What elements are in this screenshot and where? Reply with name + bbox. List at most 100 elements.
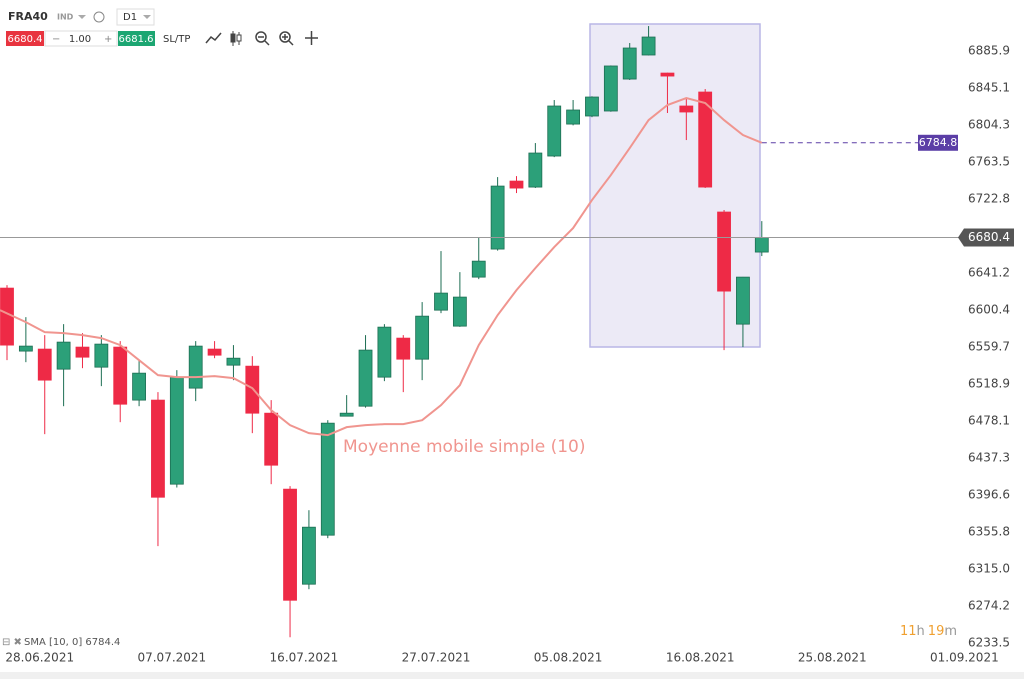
sell-price: 6680.4 — [8, 34, 43, 45]
countdown: 11h 19m — [900, 624, 957, 639]
plus[interactable]: + — [104, 34, 112, 45]
quantity-box[interactable] — [44, 30, 118, 47]
countdown-hours: 11 — [900, 624, 917, 639]
y-tick-label: 6315.0 — [968, 562, 1010, 576]
candle-body — [660, 72, 675, 77]
candle-body — [339, 412, 354, 417]
y-tick-label: 6396.6 — [968, 488, 1010, 502]
sma-line — [0, 96, 763, 437]
candle-body — [358, 349, 373, 407]
dropdown-arrow — [143, 15, 151, 19]
candle-icon[interactable] — [230, 31, 242, 46]
x-tick-label: 16.08.2021 — [666, 651, 735, 665]
zoom-out-icon[interactable] — [255, 31, 270, 46]
y-tick-label: 6641.2 — [968, 266, 1010, 280]
candle-body — [641, 36, 656, 56]
plot: 6885.9 6845.1 6804.3 6763.5 6722.8 6641.2 6600… — [0, 26, 1014, 665]
y-tick-label: 6559.7 — [968, 340, 1010, 354]
x-tick-label: 16.07.2021 — [270, 651, 339, 665]
sltp[interactable]: SL/TP — [163, 34, 190, 45]
market: IND — [57, 13, 74, 22]
countdown-unit: h — [917, 624, 925, 639]
x-tick-label: 27.07.2021 — [402, 651, 471, 665]
candle-body — [75, 346, 90, 358]
candle-body — [56, 341, 71, 370]
candle-body — [754, 237, 769, 253]
candle-body — [509, 180, 524, 189]
indicator-legend: SMA [10, 0] 6784.4 — [24, 637, 120, 648]
buy-price: 6681.6 — [119, 34, 154, 45]
y-tick-label: 6885.9 — [968, 44, 1010, 58]
quantity: 1.00 — [69, 34, 91, 45]
candle-body — [717, 211, 731, 292]
candle-body — [283, 488, 297, 601]
line-icon[interactable] — [205, 32, 222, 44]
candle-body — [415, 315, 430, 360]
candle-body — [264, 412, 279, 466]
y-tick-label: 6763.5 — [968, 155, 1010, 169]
legend-icons[interactable]: ⊟ ✖ — [2, 637, 22, 648]
sma-value-box — [918, 134, 958, 151]
candle-body — [434, 292, 448, 311]
price-box — [958, 228, 1014, 247]
candle-body — [94, 343, 109, 368]
dropdown-arrow[interactable] — [78, 15, 86, 19]
y-tick-label: 6478.1 — [968, 414, 1010, 428]
candle-body — [585, 96, 599, 117]
y-tick-label: 6845.1 — [968, 81, 1010, 95]
candle-body — [113, 346, 128, 405]
countdown-minutes: 19 — [928, 624, 945, 639]
candle-body — [547, 105, 562, 157]
y-tick-label: 6274.2 — [968, 599, 1010, 613]
candle-body — [679, 105, 694, 113]
candle-body — [698, 91, 713, 188]
y-tick-label: 6600.4 — [968, 303, 1010, 317]
x-tick-label: 01.09.2021 — [930, 651, 999, 665]
y-tick-label: 6233.5 — [968, 636, 1010, 650]
candle-body — [18, 345, 33, 352]
sma-annotation: Moyenne mobile simple (10) — [343, 437, 585, 457]
x-tick-label: 05.08.2021 — [534, 651, 603, 665]
candle-body — [528, 152, 543, 188]
zoom-in-icon[interactable] — [279, 31, 294, 46]
y-tick-label: 6722.8 — [968, 192, 1010, 206]
candle-body — [471, 260, 486, 278]
sma-value-label: 6784.8 — [919, 136, 958, 149]
candle-body — [302, 526, 316, 585]
pan-icon[interactable] — [305, 31, 318, 45]
minus[interactable]: − — [52, 34, 60, 45]
candle-body — [566, 109, 580, 125]
candle-body — [188, 345, 203, 389]
y-tick-label: 6437.3 — [968, 451, 1010, 465]
highlight-box — [589, 23, 761, 348]
candle-body — [169, 376, 184, 485]
countdown-unit: m — [944, 624, 957, 639]
x-tick-label: 25.08.2021 — [798, 651, 867, 665]
y-tick-label: 6804.3 — [968, 118, 1010, 132]
candle-body — [396, 337, 411, 360]
candle-body — [622, 47, 637, 80]
candle-body — [132, 372, 146, 401]
symbol[interactable]: FRA40 — [8, 10, 48, 23]
candle-body — [736, 276, 750, 325]
timeframe-select[interactable] — [116, 8, 155, 26]
candle-body — [320, 422, 335, 536]
candle-body — [226, 357, 241, 366]
candle-body — [603, 65, 618, 112]
sell-button[interactable] — [6, 31, 44, 46]
info-icon[interactable] — [93, 11, 105, 23]
candle-body — [207, 348, 222, 356]
x-tick-label: 07.07.2021 — [137, 651, 206, 665]
candle-body — [37, 348, 52, 381]
candle-body — [490, 185, 505, 250]
y-tick-label: 6518.9 — [968, 377, 1010, 391]
scroll-band — [0, 672, 1024, 679]
timeframe: D1 — [123, 12, 137, 23]
buy-button[interactable] — [118, 31, 155, 46]
y-tick-label: 6355.8 — [968, 525, 1010, 539]
candle-body — [452, 296, 467, 327]
candle-body — [245, 365, 260, 414]
x-tick-label: 28.06.2021 — [5, 651, 74, 665]
candle-body — [377, 326, 392, 378]
